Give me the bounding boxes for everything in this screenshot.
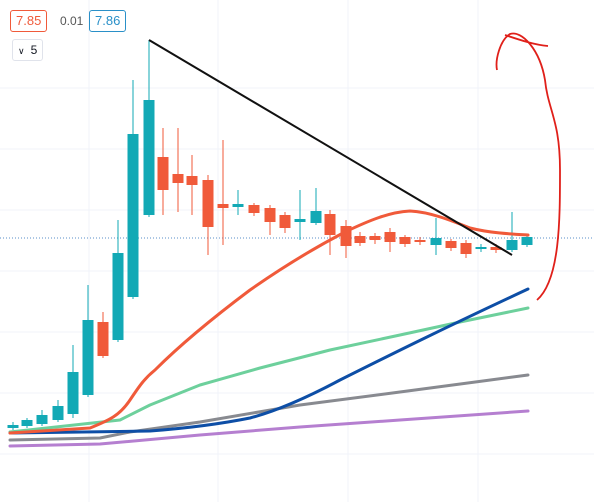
candle-body — [143, 100, 155, 215]
candle-body — [310, 211, 322, 223]
hand-drawing — [495, 32, 561, 301]
candle-body — [369, 236, 381, 240]
candle-body — [36, 415, 48, 424]
candle-body — [460, 243, 472, 254]
interval-label: 5 — [30, 43, 38, 57]
candle-body — [21, 420, 33, 426]
candles — [7, 40, 533, 430]
candle-body — [202, 180, 214, 227]
candle-body — [82, 320, 94, 395]
candle-body — [186, 176, 198, 185]
candle-body — [52, 406, 64, 420]
trend-line — [148, 39, 513, 256]
candle-body — [172, 174, 184, 183]
candle-body — [475, 247, 487, 249]
candle-body — [97, 322, 109, 356]
candle-body — [324, 214, 336, 235]
candle-body — [340, 226, 352, 246]
ma-gray — [8, 373, 530, 442]
candle-body — [354, 236, 366, 243]
chevron: ∨ — [18, 46, 25, 56]
interval-control[interactable]: ∨ 5 — [12, 39, 44, 61]
spread: 0.01 — [60, 14, 84, 28]
ma-green — [8, 306, 530, 434]
candle-body — [7, 425, 19, 428]
ma-purple — [8, 409, 530, 448]
candle-body — [232, 204, 244, 207]
candle-body — [490, 247, 502, 250]
sell-price[interactable]: 7.85 — [10, 10, 48, 32]
candle-body — [67, 372, 79, 414]
ma-blue — [8, 287, 530, 435]
candle-body — [399, 237, 411, 244]
candle-body — [384, 232, 396, 242]
candle-body — [521, 237, 533, 245]
candle-body — [248, 205, 260, 213]
candle-body — [157, 157, 169, 190]
candle-body — [430, 238, 442, 245]
candle-body — [127, 134, 139, 297]
candle-body — [506, 240, 518, 250]
buy-price[interactable]: 7.86 — [89, 10, 127, 32]
candle-body — [414, 240, 426, 242]
candle-body — [264, 208, 276, 222]
candle-body — [279, 215, 291, 228]
candle-body — [217, 204, 229, 208]
candle-body — [112, 253, 124, 340]
candle-body — [294, 219, 306, 222]
candle-body — [445, 241, 457, 248]
